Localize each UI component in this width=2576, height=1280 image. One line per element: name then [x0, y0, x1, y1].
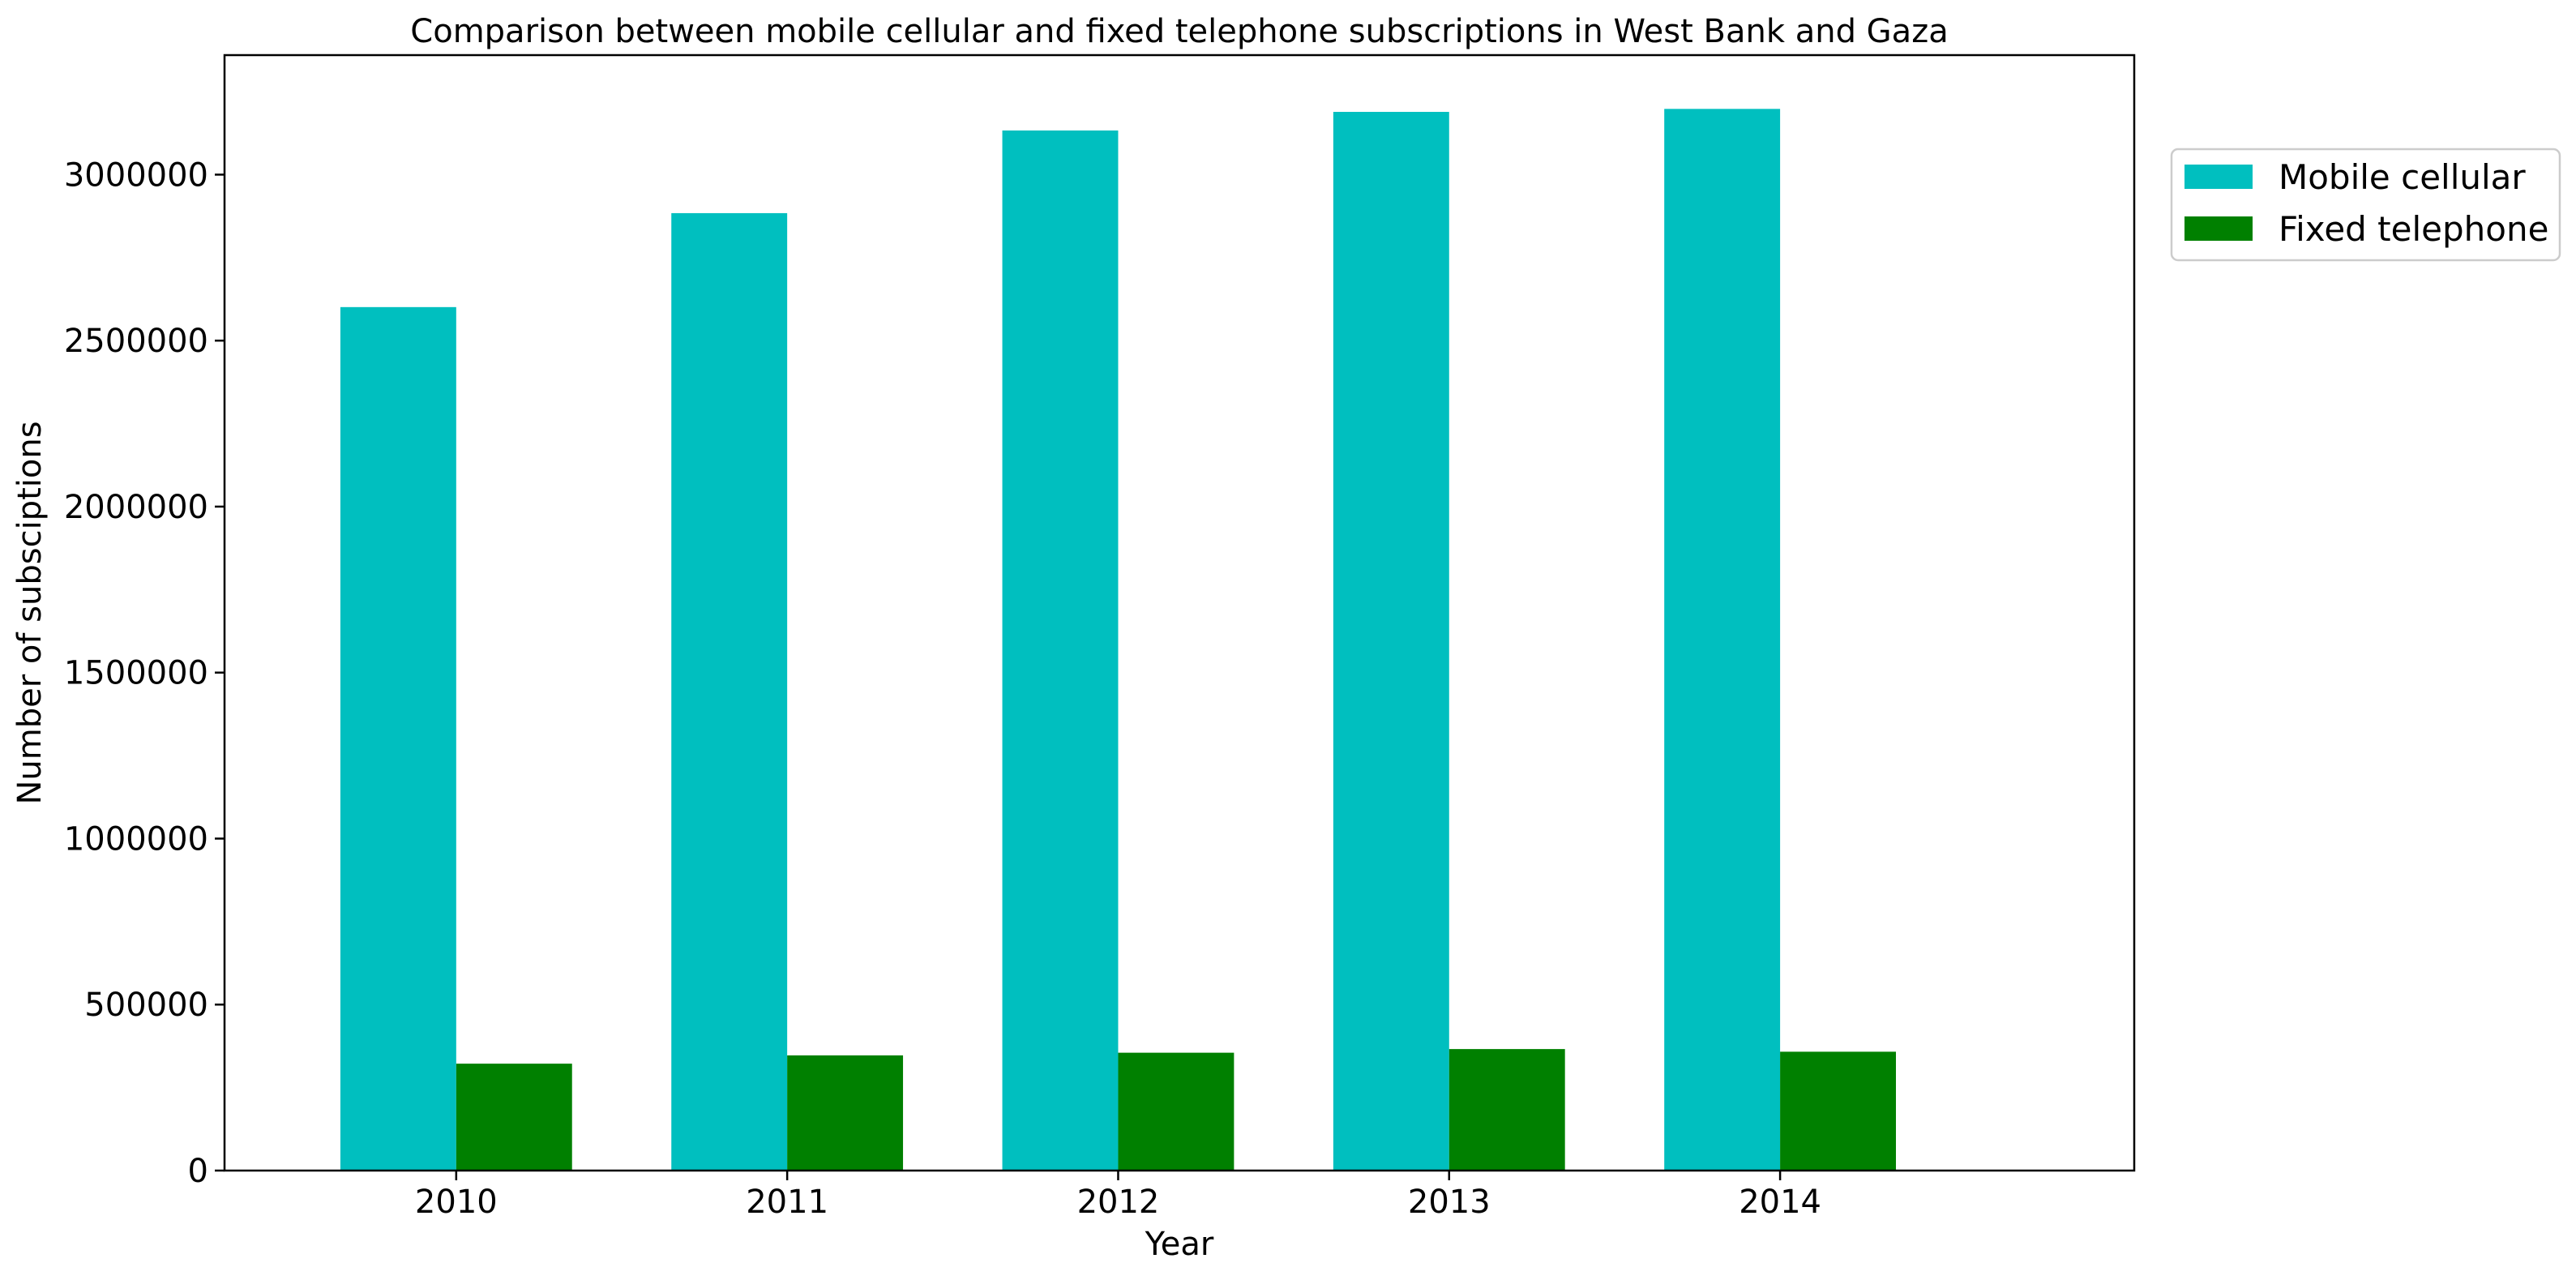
- chart-title: Comparison between mobile cellular and f…: [410, 13, 1948, 50]
- y-tick-label: 1500000: [64, 655, 208, 692]
- legend-frame: [2170, 148, 2561, 262]
- bar-mobile-cellular-2010: [340, 306, 456, 1171]
- bar-mobile-cellular-2014: [1664, 109, 1781, 1171]
- legend-swatch-fixed-telephone: [2184, 216, 2253, 241]
- x-axis-label: Year: [1145, 1226, 1214, 1263]
- legend-swatch-mobile-cellular: [2184, 165, 2253, 189]
- y-tick-label: 2000000: [64, 489, 208, 526]
- y-tick-label: 2500000: [64, 323, 208, 360]
- bar-fixed-telephone-2011: [787, 1055, 904, 1171]
- bar-fixed-telephone-2010: [456, 1064, 572, 1171]
- y-tick-label: 1000000: [64, 820, 208, 858]
- x-tick-label-2012: 2012: [1077, 1184, 1160, 1221]
- legend-label-mobile-cellular: Mobile cellular: [2279, 157, 2526, 197]
- plot-area-frame: [223, 54, 2136, 1172]
- x-tick-label-2013: 2013: [1408, 1184, 1491, 1221]
- bar-fixed-telephone-2013: [1448, 1049, 1565, 1171]
- bar-fixed-telephone-2012: [1118, 1052, 1235, 1171]
- y-axis-label: Number of subsciptions: [11, 421, 49, 804]
- legend: Mobile cellular Fixed telephone: [2170, 148, 2561, 262]
- bar-mobile-cellular-2012: [1002, 130, 1119, 1171]
- y-tick-label: 0: [188, 1153, 208, 1190]
- bar-mobile-cellular-2013: [1333, 112, 1449, 1171]
- x-tick-label-2014: 2014: [1739, 1184, 1821, 1221]
- y-tick-label: 500000: [84, 987, 208, 1024]
- bar-mobile-cellular-2011: [671, 212, 788, 1171]
- bars-layer: [340, 109, 1897, 1171]
- y-tick-label: 3000000: [64, 156, 208, 194]
- legend-label-fixed-telephone: Fixed telephone: [2279, 209, 2548, 249]
- x-tick-label-2010: 2010: [415, 1184, 498, 1221]
- x-axis-ticks: 2010 2011 2012 2013 2014: [415, 1171, 1821, 1221]
- y-axis-ticks: 0 500000 1000000 1500000 2000000 2500000 30000…: [64, 156, 225, 1190]
- bar-fixed-telephone-2014: [1780, 1051, 1897, 1171]
- x-tick-label-2011: 2011: [746, 1184, 828, 1221]
